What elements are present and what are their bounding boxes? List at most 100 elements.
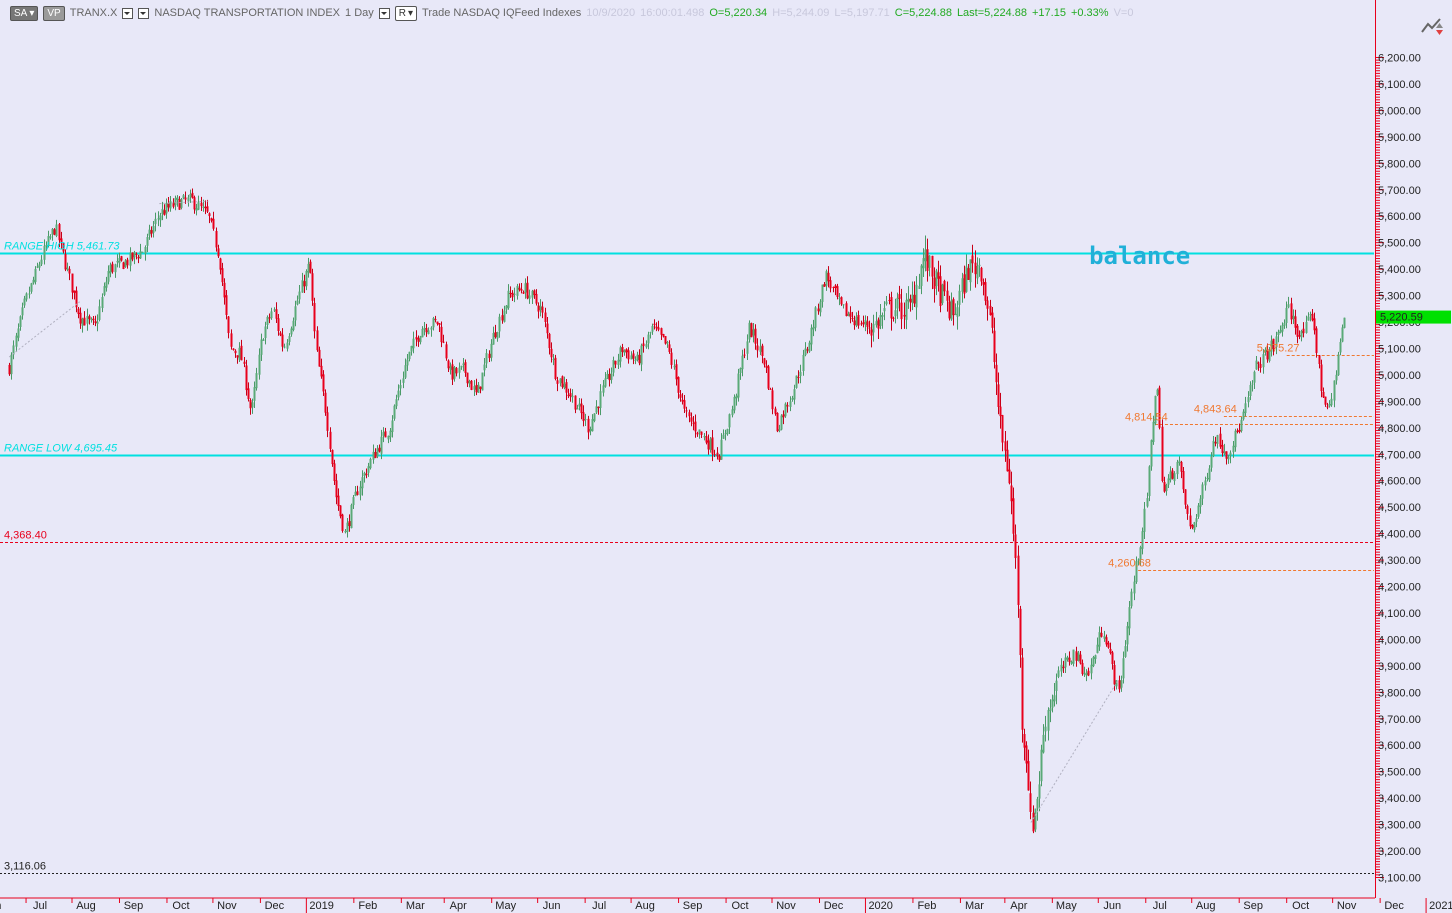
candle-body xyxy=(1343,317,1346,328)
sa-button[interactable]: SA ▾ xyxy=(10,5,39,21)
level-label: 3,116.06 xyxy=(4,861,46,873)
candle-body xyxy=(675,364,678,380)
candle-body xyxy=(965,266,968,292)
candle-body xyxy=(1201,484,1204,499)
candle-body xyxy=(453,367,456,379)
candle-body xyxy=(737,373,740,398)
candle-body xyxy=(731,409,734,416)
candle-body xyxy=(1193,522,1196,530)
candle-body xyxy=(204,206,207,209)
high-value: H=5,244.09 xyxy=(772,7,830,19)
candle-body xyxy=(169,201,172,209)
horizontal-levels[interactable] xyxy=(0,252,1374,874)
candle-body xyxy=(892,317,895,319)
candle-body xyxy=(477,384,480,393)
candle-body xyxy=(154,218,157,225)
candle-body xyxy=(157,218,160,220)
candle-body xyxy=(948,301,951,319)
candle-body xyxy=(1113,664,1116,685)
candle-body xyxy=(114,264,117,273)
candle-body xyxy=(748,322,751,340)
symbol[interactable]: TRANX.X xyxy=(69,7,118,19)
vp-button[interactable]: VP xyxy=(43,5,65,21)
candle-body xyxy=(490,343,493,358)
candle-body xyxy=(1171,470,1174,479)
candle-body xyxy=(509,293,512,295)
candle-body xyxy=(1255,360,1258,370)
time-axis: Jun Jul Aug Sep Oct Nov Dec 2019 Feb Mar Apr May Jun… xyxy=(0,897,1452,913)
price-tick-label: 5,600.00 xyxy=(1378,211,1421,223)
candle-body xyxy=(10,354,13,375)
candle-body xyxy=(1339,341,1342,353)
price-axis[interactable]: 6,200.00 6,100.00 6,000.00 5,900.00 5,800.00… xyxy=(1375,0,1452,898)
candle-body xyxy=(789,401,792,407)
price-tick-label: 3,900.00 xyxy=(1378,661,1421,673)
candle-body xyxy=(447,360,450,369)
candle-body xyxy=(1047,710,1050,731)
candle-body xyxy=(68,268,71,274)
candle-body xyxy=(698,429,701,433)
candle-body xyxy=(961,278,964,292)
candle-body xyxy=(32,279,35,284)
time-tick-label: Dec xyxy=(265,900,285,912)
candle-body xyxy=(1105,637,1108,645)
interval-dropdown-icon[interactable] xyxy=(378,7,390,19)
symbol-dropdown-icon[interactable] xyxy=(122,7,134,19)
candle-body xyxy=(548,333,551,349)
low-value: L=5,197.71 xyxy=(834,7,890,19)
candle-body xyxy=(1107,642,1110,648)
candle-body xyxy=(576,408,579,410)
candle-body xyxy=(232,348,235,351)
candle-body xyxy=(711,437,714,454)
candle-body xyxy=(911,294,914,303)
candle-body xyxy=(470,380,473,390)
candle-body xyxy=(881,314,884,317)
candle-body xyxy=(442,341,445,343)
candle-body xyxy=(458,367,461,373)
candle-body xyxy=(1275,336,1278,348)
candle-body xyxy=(391,420,394,432)
candle-body xyxy=(88,316,91,320)
candle-body xyxy=(1163,481,1166,492)
candle-body xyxy=(1118,680,1121,690)
price-tick-label: 5,700.00 xyxy=(1378,185,1421,197)
candle-body xyxy=(485,353,488,364)
time-tick-label: Jun xyxy=(0,900,1,912)
candle-body xyxy=(245,365,248,391)
candle-body xyxy=(1092,657,1095,667)
candle-body xyxy=(664,336,667,344)
instrument-name: NASDAQ TRANSPORTATION INDEX xyxy=(154,7,341,19)
candle-body xyxy=(780,415,783,430)
price-tick-label: 4,000.00 xyxy=(1378,634,1421,646)
candle-body xyxy=(845,303,848,317)
candle-body xyxy=(146,237,149,246)
r-button[interactable]: R ▾ xyxy=(394,5,418,21)
candle-body xyxy=(842,304,845,306)
candle-body xyxy=(1143,508,1146,532)
candle-body xyxy=(1152,421,1155,442)
time-tick-label: Apr xyxy=(450,900,467,912)
symbol-menu-icon[interactable] xyxy=(138,7,150,19)
candle-body xyxy=(129,252,132,266)
interval[interactable]: 1 Day xyxy=(345,7,374,19)
candle-body xyxy=(958,290,961,305)
candle-body xyxy=(883,308,886,312)
candle-body xyxy=(445,344,448,359)
candle-body xyxy=(1085,672,1088,676)
candle-body xyxy=(621,346,624,352)
candle-body xyxy=(275,309,278,319)
price-tick-label: 3,200.00 xyxy=(1378,846,1421,858)
candle-body xyxy=(107,271,110,282)
candle-body xyxy=(137,256,140,259)
candle-body xyxy=(681,399,684,402)
candle-body xyxy=(468,380,471,384)
candle-body xyxy=(619,347,622,362)
candle-body xyxy=(995,364,998,383)
candle-body xyxy=(98,306,101,320)
close-value: C=5,224.88 xyxy=(894,7,952,19)
candle-body xyxy=(1025,745,1028,764)
chart-trade-icon[interactable] xyxy=(1420,16,1444,36)
candle-body xyxy=(1079,654,1082,664)
